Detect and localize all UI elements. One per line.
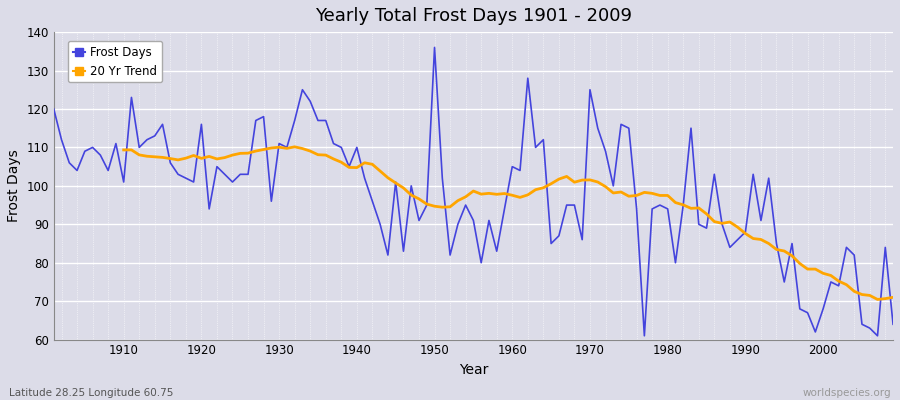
- Legend: Frost Days, 20 Yr Trend: Frost Days, 20 Yr Trend: [68, 41, 162, 82]
- Title: Yearly Total Frost Days 1901 - 2009: Yearly Total Frost Days 1901 - 2009: [315, 7, 632, 25]
- X-axis label: Year: Year: [459, 363, 488, 377]
- Y-axis label: Frost Days: Frost Days: [7, 150, 21, 222]
- Text: Latitude 28.25 Longitude 60.75: Latitude 28.25 Longitude 60.75: [9, 388, 174, 398]
- Text: worldspecies.org: worldspecies.org: [803, 388, 891, 398]
